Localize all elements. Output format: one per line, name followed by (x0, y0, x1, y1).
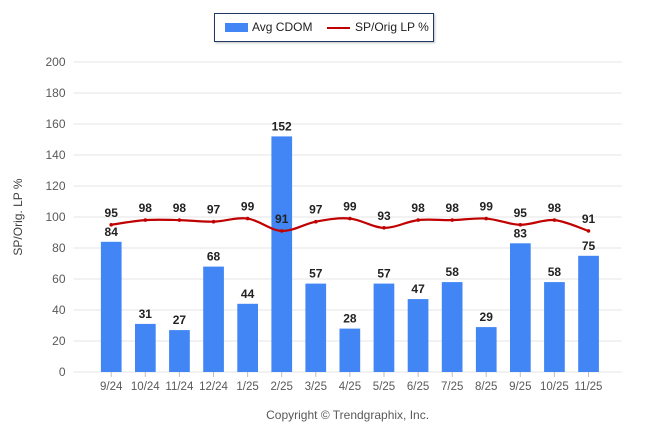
svg-text:98: 98 (139, 201, 153, 215)
svg-text:100: 100 (45, 210, 65, 224)
svg-text:58: 58 (548, 265, 562, 279)
svg-text:0: 0 (59, 365, 66, 379)
svg-text:6/25: 6/25 (407, 381, 429, 393)
svg-text:8/25: 8/25 (475, 381, 497, 393)
svg-text:75: 75 (582, 239, 596, 253)
svg-text:68: 68 (207, 250, 221, 264)
svg-text:57: 57 (309, 267, 323, 281)
svg-text:7/25: 7/25 (441, 381, 463, 393)
svg-text:47: 47 (411, 282, 425, 296)
svg-text:44: 44 (241, 287, 255, 301)
svg-text:27: 27 (173, 313, 187, 327)
svg-text:99: 99 (343, 200, 357, 214)
svg-text:84: 84 (105, 225, 119, 239)
svg-text:80: 80 (52, 241, 66, 255)
svg-text:98: 98 (173, 201, 187, 215)
svg-text:9/24: 9/24 (100, 381, 123, 393)
svg-text:20: 20 (52, 334, 66, 348)
svg-text:28: 28 (343, 312, 357, 326)
svg-text:3/25: 3/25 (305, 381, 327, 393)
svg-text:98: 98 (411, 201, 425, 215)
svg-text:11/25: 11/25 (575, 381, 603, 393)
svg-text:4/25: 4/25 (339, 381, 361, 393)
svg-text:120: 120 (45, 179, 65, 193)
svg-text:31: 31 (139, 307, 153, 321)
svg-text:5/25: 5/25 (373, 381, 395, 393)
svg-text:91: 91 (582, 212, 596, 226)
svg-text:95: 95 (514, 206, 528, 220)
svg-text:2/25: 2/25 (271, 381, 293, 393)
svg-text:91: 91 (275, 212, 289, 226)
svg-text:160: 160 (45, 117, 65, 131)
svg-text:99: 99 (480, 200, 494, 214)
svg-text:93: 93 (377, 209, 391, 223)
svg-text:200: 200 (45, 55, 65, 69)
svg-text:58: 58 (446, 265, 460, 279)
svg-text:1/25: 1/25 (236, 381, 258, 393)
svg-text:83: 83 (514, 226, 528, 240)
svg-text:95: 95 (105, 206, 119, 220)
svg-text:12/24: 12/24 (199, 381, 228, 393)
svg-text:152: 152 (272, 119, 292, 133)
svg-text:29: 29 (480, 310, 494, 324)
svg-text:60: 60 (52, 272, 66, 286)
svg-text:9/25: 9/25 (509, 381, 531, 393)
svg-text:10/25: 10/25 (540, 381, 569, 393)
svg-text:11/24: 11/24 (165, 381, 194, 393)
svg-text:10/24: 10/24 (131, 381, 160, 393)
svg-text:57: 57 (377, 267, 391, 281)
svg-text:99: 99 (241, 200, 255, 214)
svg-text:40: 40 (52, 303, 66, 317)
svg-text:98: 98 (548, 201, 562, 215)
svg-text:97: 97 (207, 203, 221, 217)
svg-text:140: 140 (45, 148, 65, 162)
svg-text:98: 98 (446, 201, 460, 215)
svg-text:97: 97 (309, 203, 323, 217)
svg-text:180: 180 (45, 86, 65, 100)
